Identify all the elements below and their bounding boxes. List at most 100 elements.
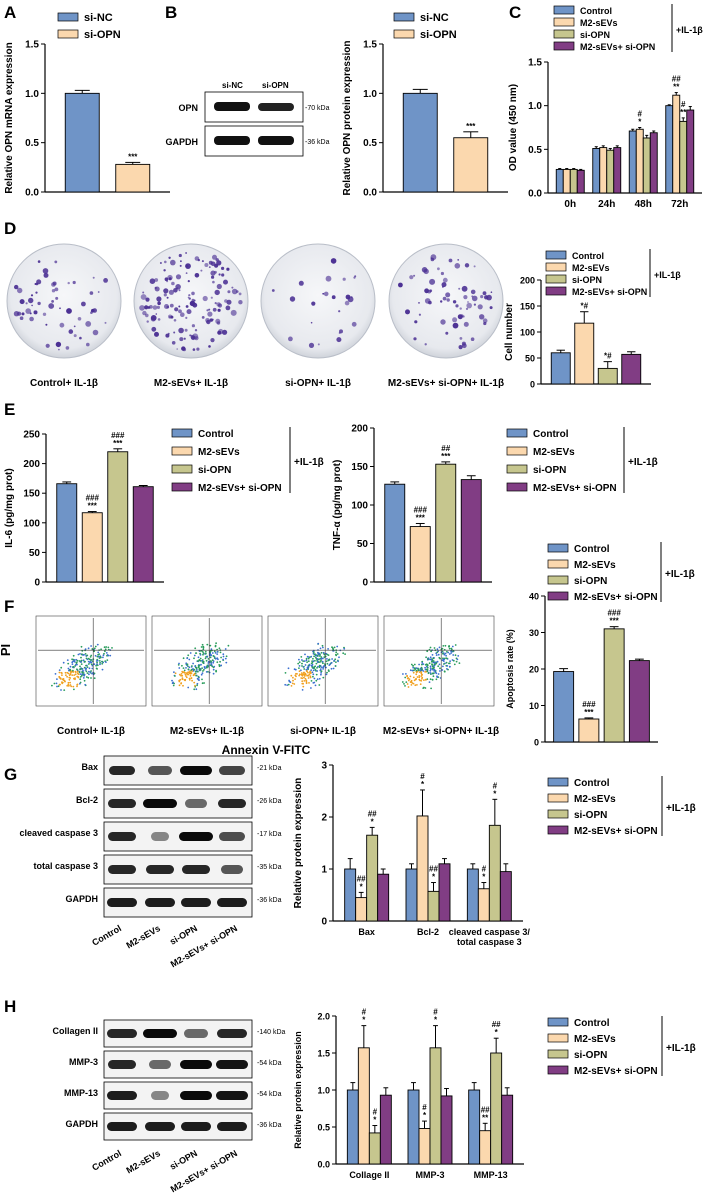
flow-dot [207,658,210,660]
colony [405,309,410,315]
colony [204,263,209,267]
colony [398,282,403,288]
flow-dot [95,664,97,667]
colony [471,295,478,302]
flow-dot [66,675,68,678]
flow-plot-label: Control+ IL-1β [57,726,125,737]
legend-label: M2-sEVs+ si-OPN [198,483,282,494]
bar [592,148,601,194]
flow-dot [101,668,104,671]
sig-label-line: ** [680,108,687,117]
flow-dot [332,667,335,670]
legend-swatch [57,29,79,39]
flow-dot [328,658,331,661]
colony [67,281,70,285]
flow-dot [104,648,107,651]
sig-label: ## *** [441,444,451,461]
flow-dot [98,660,101,662]
flow-dot [87,660,90,663]
colony [174,307,179,312]
y-axis-label: Relative OPN protein expression [342,40,353,195]
flow-dot [416,676,419,678]
colony [238,292,242,296]
colony [409,275,414,280]
flow-dot [289,681,292,683]
wb-band [107,1029,137,1038]
bar [603,628,625,743]
flow-dot [449,660,451,663]
flow-dot [192,662,195,665]
colony [17,287,23,294]
flow-dot [431,664,433,666]
flow-dot [311,660,313,663]
flow-dot [305,659,308,662]
wb-band [107,1122,137,1131]
wb-h-lane-label: M2-sEVs [124,1148,162,1175]
colony [442,286,444,288]
colony [215,318,221,324]
sig-label-line: *** [113,439,123,448]
flow-dot [313,655,315,658]
bar [453,137,489,193]
sig-label-line: *# [580,302,588,311]
flow-dot [76,685,78,688]
flow-plot [383,615,495,707]
colony [170,259,176,266]
colony [168,314,173,319]
colony [19,299,25,305]
legend-label: M2-sEVs [533,447,575,458]
x-tick-label: 72h [671,199,688,210]
wb-g-lane-label: Control [90,923,123,948]
colony [350,296,353,298]
flow-dot [425,678,427,681]
wb-b-kda: -36 kDa [305,139,330,146]
colony [289,296,296,302]
colony [457,259,460,261]
flow-dot [87,647,90,650]
flow-dot [319,647,322,650]
flow-dot [437,653,440,656]
flow-dot [210,661,213,663]
legend-label: Control [198,429,234,440]
y-axis-label: Apoptosis rate (%) [505,629,515,709]
colony [37,301,41,306]
panel-letter-g: G [4,765,17,784]
colony [92,329,99,336]
bar [468,1089,481,1165]
flow-dot [432,657,435,660]
y-tick-label: 0 [362,578,368,589]
flow-dot [416,684,418,686]
flow-dot [103,646,106,649]
flow-dot [90,661,93,664]
flow-dot [342,652,345,655]
sig-label: # * [638,110,643,127]
legend-il1b-label: +IL-1β [666,803,696,814]
flow-dot [326,662,329,665]
flow-dot [178,667,181,669]
bar [438,863,451,922]
flow-dot [81,671,83,673]
flow-dot [300,656,303,658]
wb-g-lane-label: M2-sEVs [124,923,162,950]
flow-dot [182,667,185,669]
bar [107,451,129,583]
bar [435,463,457,583]
flow-dot [316,670,319,672]
sig-label-line: * [638,118,642,127]
flow-dot [106,659,109,661]
flow-dot [197,678,200,681]
flow-dot [196,660,199,662]
chart-c: 0.00.51.01.5OD value (450 nm)0h 24h# *48h#… [508,58,702,210]
flow-dot [187,668,190,671]
flow-dot [225,655,228,658]
flow-dot [183,669,186,672]
flow-dot [188,679,191,681]
colony [418,313,421,316]
wb-g-lane-label: M2-sEVs+ si-OPN [169,923,239,969]
colony [338,332,341,334]
flow-dot [225,661,228,664]
flow-dot [435,654,438,656]
flow-dot [429,672,432,674]
flow-dot [295,672,297,675]
colony [92,276,95,279]
